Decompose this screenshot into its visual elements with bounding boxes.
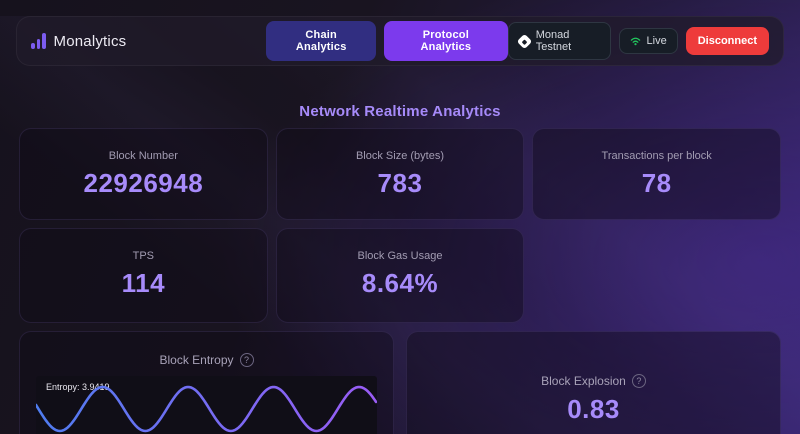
entropy-chart: Entropy: 3.9419	[36, 376, 377, 434]
tab-protocol-analytics[interactable]: Protocol Analytics	[384, 21, 508, 61]
live-badge-label: Live	[646, 35, 667, 47]
stats-row-1: Block Number 22926948 Block Size (bytes)…	[19, 128, 781, 220]
block-explosion-card: Block Explosion ? 0.83	[406, 331, 781, 434]
block-number-value: 22926948	[83, 168, 204, 198]
tps-card: TPS 114	[19, 228, 268, 323]
transactions-per-block-label: Transactions per block	[601, 150, 712, 162]
block-entropy-help-icon[interactable]: ?	[239, 353, 254, 367]
block-gas-usage-card: Block Gas Usage 8.64%	[275, 228, 525, 323]
stats-row-3: Block Entropy ? Entropy: 3.9419 Block Ex…	[19, 331, 781, 434]
block-number-card: Block Number 22926948	[19, 128, 268, 220]
navbar-right: Monad Testnet Live Disconnect	[507, 22, 769, 60]
stats-row-2: TPS 114 Block Gas Usage 8.64%	[19, 228, 781, 323]
tps-label: TPS	[132, 250, 155, 262]
bar-chart-logo-icon	[31, 33, 46, 49]
block-size-label: Block Size (bytes)	[355, 150, 444, 162]
disconnect-button[interactable]: Disconnect	[685, 27, 769, 55]
block-entropy-label: Block Entropy	[159, 353, 234, 367]
nav-tabs: Chain Analytics Protocol Analytics	[266, 21, 508, 61]
live-signal-icon	[630, 37, 640, 46]
block-number-label: Block Number	[108, 150, 178, 162]
brand-name: Monalytics	[53, 32, 127, 50]
transactions-per-block-card: Transactions per block 78	[532, 128, 781, 220]
network-badge: Monad Testnet	[507, 22, 611, 60]
block-explosion-help-icon[interactable]: ?	[631, 374, 646, 388]
tps-value: 114	[121, 268, 166, 298]
block-gas-usage-label: Block Gas Usage	[357, 250, 443, 262]
block-entropy-card: Block Entropy ? Entropy: 3.9419	[19, 331, 394, 434]
network-badge-label: Monad Testnet	[535, 29, 572, 53]
transactions-per-block-value: 78	[641, 168, 672, 198]
live-badge: Live	[618, 28, 678, 54]
entropy-annotation: Entropy: 3.9419	[46, 382, 110, 392]
page-title: Network Realtime Analytics	[299, 103, 501, 120]
block-explosion-label: Block Explosion	[541, 374, 626, 388]
brand: Monalytics	[31, 33, 126, 50]
navbar: Monalytics Chain Analytics Protocol Anal…	[16, 16, 784, 66]
tab-chain-analytics[interactable]: Chain Analytics	[266, 21, 377, 61]
block-explosion-value: 0.83	[567, 394, 620, 424]
monad-diamond-icon	[516, 33, 532, 49]
block-size-card: Block Size (bytes) 783	[275, 128, 525, 220]
block-gas-usage-value: 8.64%	[361, 268, 439, 298]
entropy-wave-svg	[36, 385, 377, 433]
block-size-value: 783	[377, 168, 423, 198]
